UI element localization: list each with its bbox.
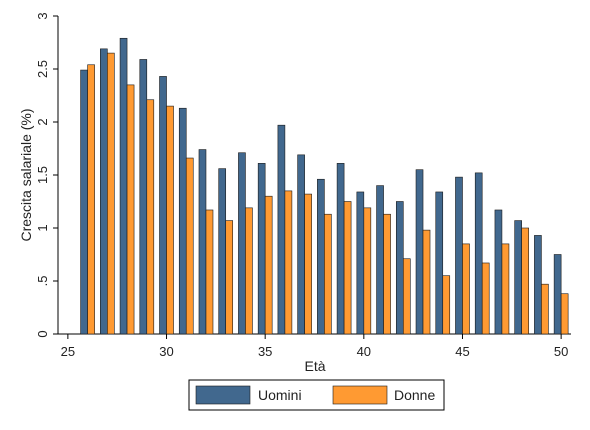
bar-uomini-28 (119, 37, 128, 335)
x-axis-title: Età (304, 358, 325, 374)
bar-donne-28 (126, 84, 135, 335)
bars (80, 37, 569, 335)
bar-uomini-42 (395, 201, 404, 335)
bar-uomini-29 (139, 59, 148, 335)
y-tick-label: 1.5 (35, 166, 50, 184)
bar-donne-43 (422, 229, 431, 335)
bar-uomini-36 (277, 124, 286, 335)
bar-uomini-41 (376, 185, 384, 335)
bar-donne-45 (462, 243, 470, 335)
bar-donne-50 (560, 293, 569, 335)
y-tick-label: .5 (35, 276, 50, 287)
bar-donne-41 (383, 213, 391, 335)
bar-donne-34 (245, 207, 253, 335)
bar-donne-46 (481, 262, 490, 335)
bar-uomini-35 (257, 163, 266, 335)
legend: Uomini Donne (188, 379, 445, 411)
bar-uomini-46 (474, 172, 483, 335)
bar-uomini-30 (159, 76, 167, 335)
bar-uomini-39 (336, 163, 345, 335)
bar-uomini-38 (317, 178, 325, 335)
bar-donne-31 (185, 157, 194, 335)
y-axis-title: Crescita salariale (%) (18, 108, 34, 241)
x-tick-label: 30 (159, 344, 173, 359)
bar-donne-36 (284, 190, 293, 335)
y-tick-label: 1 (35, 224, 50, 231)
legend-swatch-uomini (195, 385, 251, 405)
bar-donne-29 (146, 99, 155, 335)
bar-uomini-43 (415, 169, 424, 335)
bar-donne-49 (541, 283, 549, 335)
bar-donne-39 (343, 201, 352, 335)
x-tick-label: 35 (258, 344, 272, 359)
bar-uomini-44 (435, 191, 444, 335)
bar-uomini-27 (100, 48, 108, 335)
bar-donne-37 (304, 193, 312, 335)
legend-label-donne: Donne (394, 387, 435, 403)
bar-uomini-31 (178, 107, 187, 335)
bar-donne-47 (501, 243, 510, 335)
bar-donne-32 (205, 209, 214, 335)
bar-uomini-40 (356, 191, 365, 335)
bar-uomini-45 (455, 176, 463, 335)
x-tick-label: 25 (61, 344, 75, 359)
bar-uomini-33 (218, 168, 227, 335)
y-tick-label: 2 (35, 118, 50, 125)
x-tick-label: 50 (554, 344, 568, 359)
bar-donne-30 (166, 105, 174, 335)
x-tick-label: 40 (357, 344, 371, 359)
bar-uomini-47 (494, 209, 503, 335)
y-tick-label: 3 (35, 12, 50, 19)
y-tick-label: 2.5 (35, 60, 50, 78)
bar-uomini-49 (534, 235, 542, 335)
x-tick-label: 45 (455, 344, 469, 359)
bar-donne-26 (87, 64, 95, 335)
bar-donne-42 (402, 258, 411, 335)
y-axis: 0 .5 1 1.5 2 2.5 3 (35, 12, 58, 338)
bar-donne-27 (107, 52, 115, 335)
bar-donne-40 (363, 207, 372, 335)
bar-uomini-32 (198, 149, 207, 335)
bar-donne-38 (324, 213, 332, 335)
legend-label-uomini: Uomini (258, 387, 302, 403)
x-axis: 25 30 35 40 45 50 (61, 334, 568, 359)
bar-uomini-26 (80, 69, 88, 335)
bar-uomini-34 (238, 152, 246, 335)
bar-uomini-50 (553, 254, 562, 335)
legend-swatch-donne (332, 385, 388, 405)
bar-donne-44 (442, 275, 451, 335)
bar-donne-48 (521, 227, 529, 335)
bar-donne-33 (225, 220, 234, 335)
bar-uomini-37 (297, 154, 305, 335)
bar-donne-35 (264, 195, 273, 335)
y-tick-label: 0 (35, 330, 50, 337)
bar-uomini-48 (514, 220, 522, 335)
